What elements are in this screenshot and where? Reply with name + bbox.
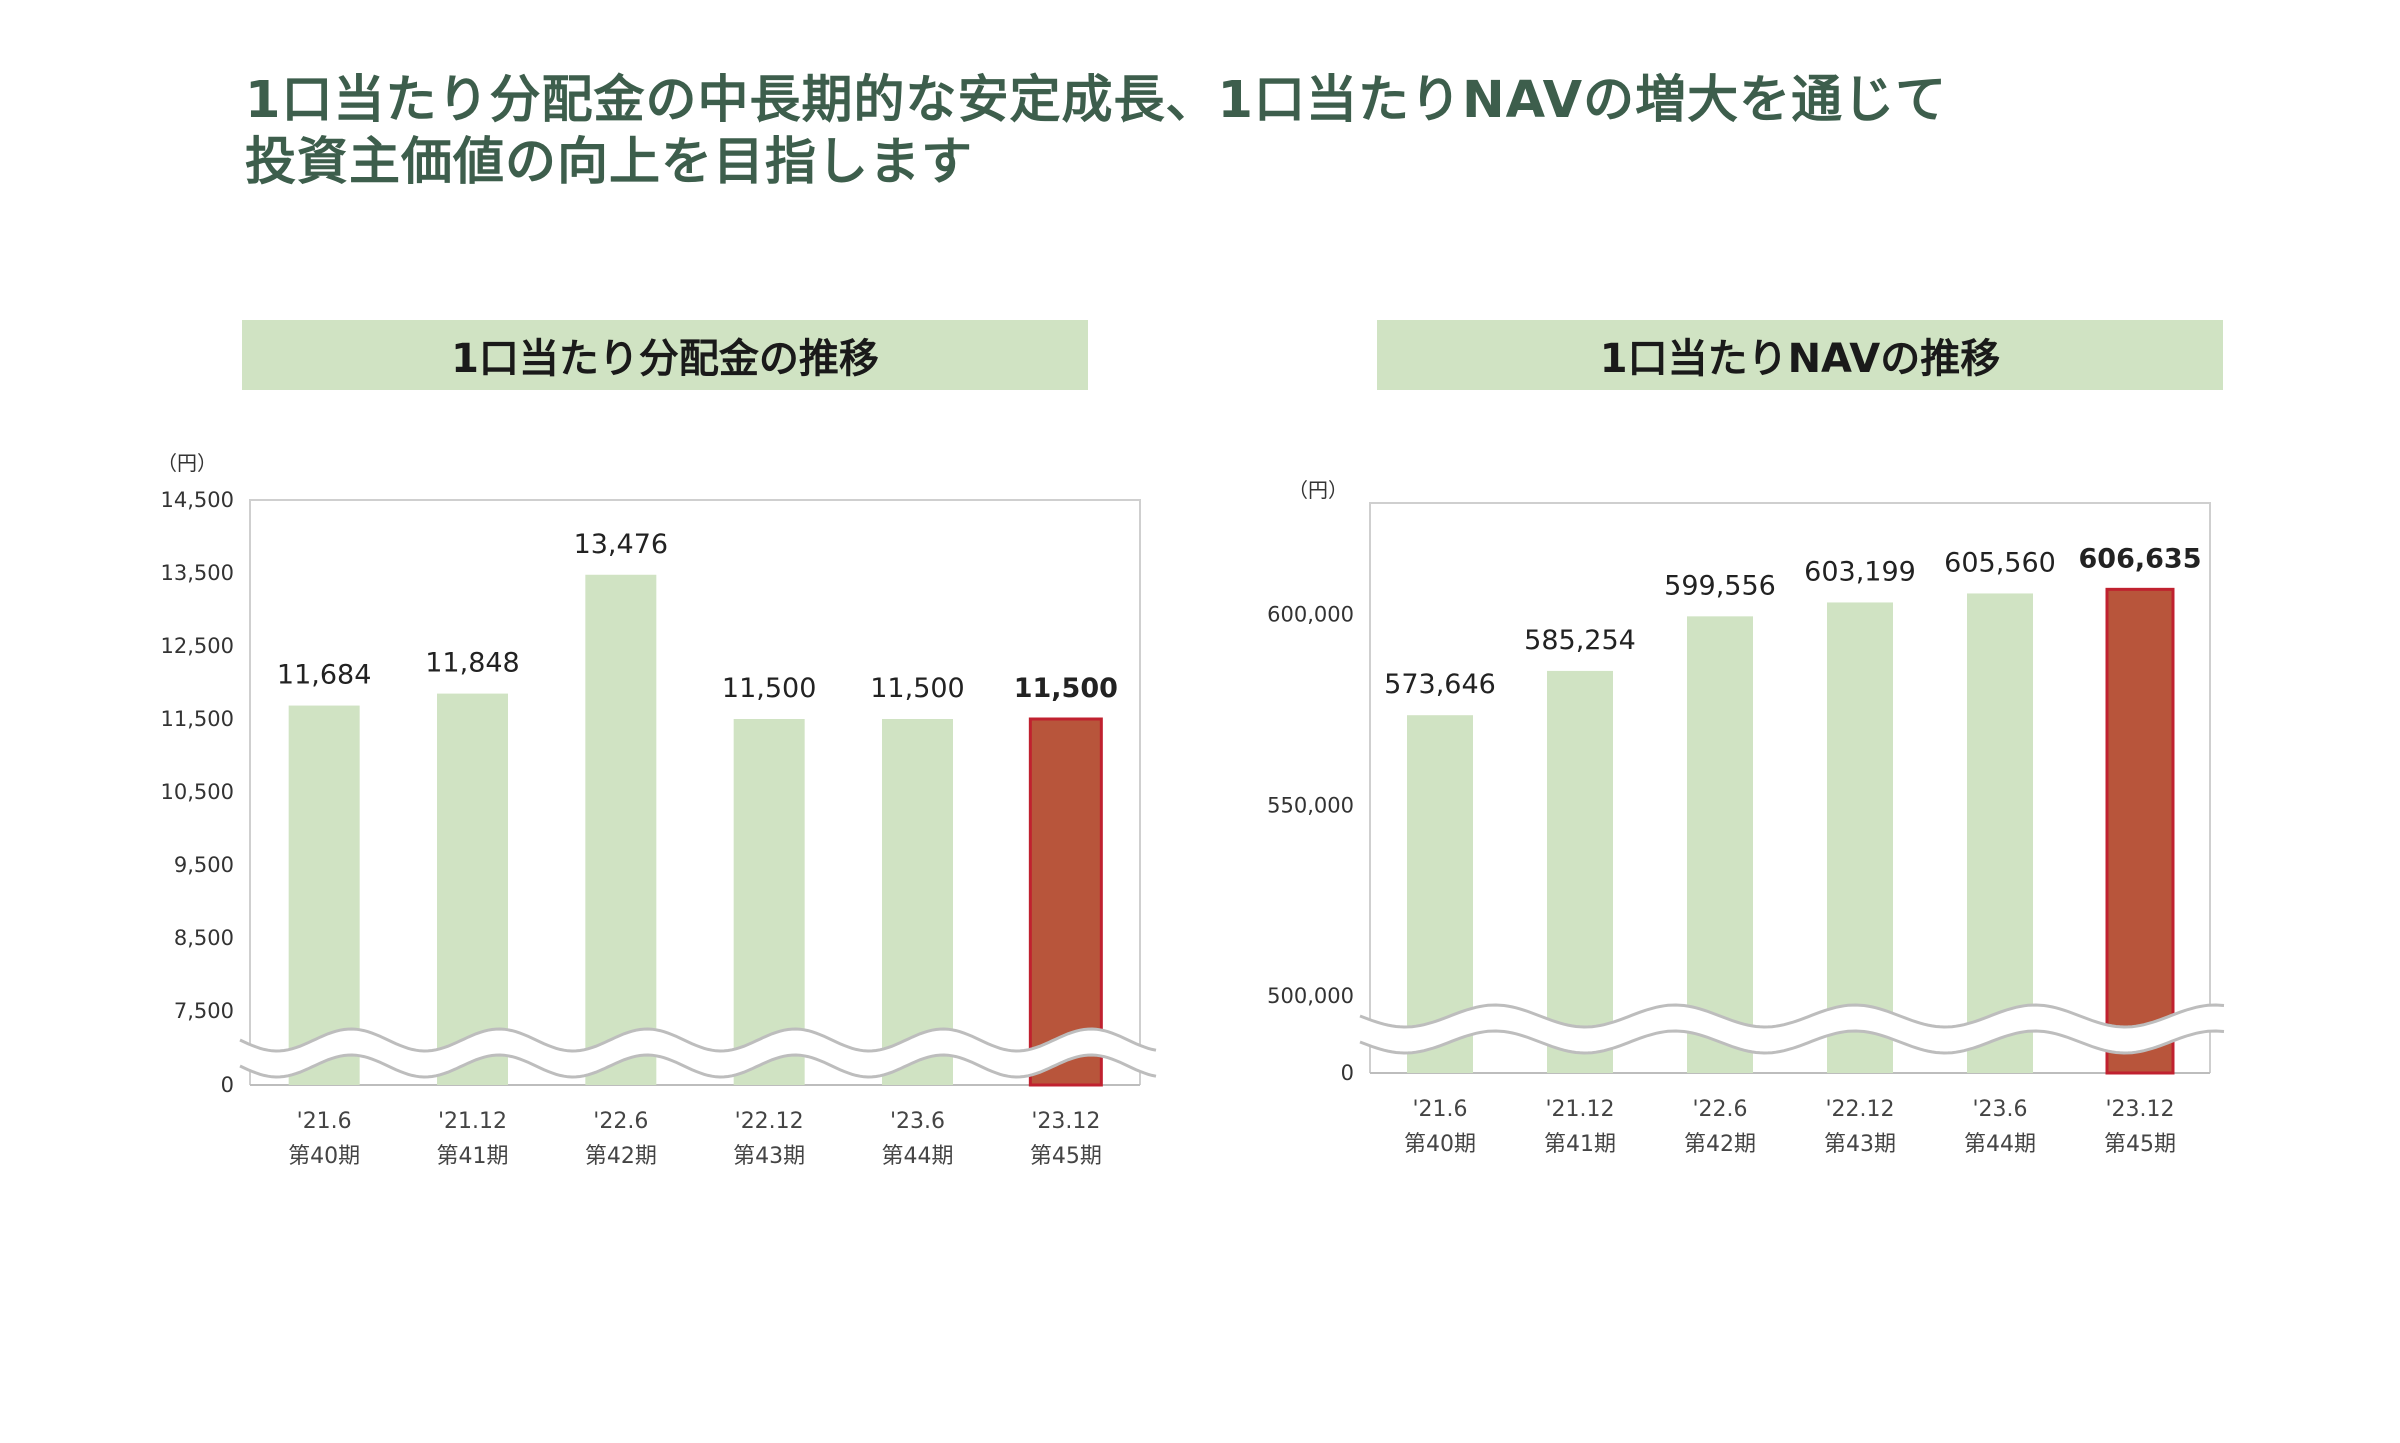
page-title-line1: 1口当たり分配金の中長期的な安定成長、1口当たりNAVの増大を通じて xyxy=(245,71,1948,130)
page-title-line2: 投資主価値の向上を目指します xyxy=(245,133,974,192)
bar xyxy=(733,719,805,1085)
bar xyxy=(1547,670,1613,1073)
data-label: 599,556 xyxy=(1664,570,1776,601)
data-label: 11,500 xyxy=(870,673,964,704)
bar xyxy=(1407,715,1473,1073)
x-tick-period: '23.12 xyxy=(1031,1109,1100,1134)
bar xyxy=(437,693,508,1085)
y-tick-label: 7,500 xyxy=(174,999,234,1023)
bar xyxy=(1967,593,2033,1073)
x-tick-period: '21.6 xyxy=(1412,1097,1467,1122)
distribution-chart-title: 1口当たり分配金の推移 xyxy=(242,320,1088,390)
x-tick-period: '22.6 xyxy=(1692,1097,1747,1122)
axis-break-band xyxy=(240,1029,1156,1077)
axis-break-line-lower xyxy=(239,1053,1157,1079)
x-tick-period: '23.6 xyxy=(1972,1097,2027,1122)
x-tick-period: '21.12 xyxy=(438,1109,507,1134)
y-tick-label: 550,000 xyxy=(1267,793,1354,817)
data-label: 606,635 xyxy=(2079,543,2202,574)
y-axis-unit: （円） xyxy=(1288,478,1348,502)
data-label: 11,848 xyxy=(425,648,519,679)
x-tick-fiscal: 第41期 xyxy=(437,1144,509,1169)
data-label: 605,560 xyxy=(1944,547,2056,578)
axis-break-line-upper xyxy=(239,1027,1157,1053)
data-label: 603,199 xyxy=(1804,556,1916,587)
x-tick-fiscal: 第43期 xyxy=(733,1144,805,1169)
y-tick-label: 13,500 xyxy=(161,561,234,585)
x-tick-fiscal: 第42期 xyxy=(1684,1132,1756,1157)
bar xyxy=(288,705,360,1085)
data-label: 11,500 xyxy=(1014,673,1118,704)
x-tick-fiscal: 第40期 xyxy=(288,1144,360,1169)
x-tick-fiscal: 第43期 xyxy=(1824,1132,1896,1157)
x-tick-period: '21.6 xyxy=(297,1109,352,1134)
bar xyxy=(1687,616,1753,1073)
x-tick-fiscal: 第44期 xyxy=(1964,1132,2036,1157)
x-tick-fiscal: 第41期 xyxy=(1544,1132,1616,1157)
y-tick-label: 600,000 xyxy=(1267,603,1354,627)
y-tick-label: 11,500 xyxy=(161,707,234,731)
axis-break-line-lower xyxy=(1359,1029,2225,1055)
y-tick-label: 14,500 xyxy=(161,488,234,512)
x-tick-fiscal: 第45期 xyxy=(2104,1132,2176,1157)
x-tick-fiscal: 第42期 xyxy=(585,1144,657,1169)
x-tick-period: '22.6 xyxy=(593,1109,648,1134)
y-tick-zero: 0 xyxy=(1341,1061,1354,1085)
plot-frame xyxy=(249,499,1141,1085)
x-tick-fiscal: 第45期 xyxy=(1030,1144,1102,1169)
bar-highlight xyxy=(2105,587,2175,1075)
y-axis-unit: （円） xyxy=(157,451,217,475)
x-tick-period: '22.12 xyxy=(735,1109,804,1134)
y-tick-label: 8,500 xyxy=(174,926,234,950)
bar xyxy=(882,719,953,1085)
x-tick-fiscal: 第44期 xyxy=(882,1144,954,1169)
x-tick-period: '23.12 xyxy=(2105,1097,2174,1122)
x-tick-period: '23.6 xyxy=(890,1109,945,1134)
data-label: 11,500 xyxy=(722,673,816,704)
axis-break-line-upper xyxy=(1359,1003,2225,1029)
y-tick-label: 12,500 xyxy=(161,634,234,658)
y-tick-zero: 0 xyxy=(221,1073,234,1097)
y-tick-label: 500,000 xyxy=(1267,984,1354,1008)
data-label: 11,684 xyxy=(277,660,371,691)
plot-frame xyxy=(1369,502,2211,1073)
nav-chart-title: 1口当たりNAVの推移 xyxy=(1377,320,2223,390)
bar xyxy=(585,574,657,1085)
page-title: 1口当たり分配金の中長期的な安定成長、1口当たりNAVの増大を通じて 投資主価値… xyxy=(245,70,1947,194)
data-label: 573,646 xyxy=(1384,669,1496,700)
x-tick-fiscal: 第40期 xyxy=(1404,1132,1476,1157)
x-tick-period: '21.12 xyxy=(1545,1097,1614,1122)
bar xyxy=(1827,602,1893,1073)
bar-highlight xyxy=(1028,717,1103,1087)
y-tick-label: 10,500 xyxy=(161,780,234,804)
data-label: 13,476 xyxy=(574,529,668,560)
x-tick-period: '22.12 xyxy=(1825,1097,1894,1122)
axis-break-band xyxy=(1360,1005,2224,1053)
data-label: 585,254 xyxy=(1524,625,1636,656)
y-tick-label: 9,500 xyxy=(174,853,234,877)
